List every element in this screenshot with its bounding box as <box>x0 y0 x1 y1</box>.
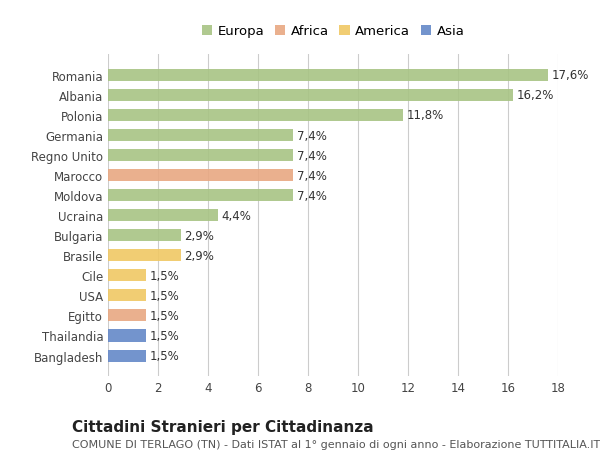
Text: 1,5%: 1,5% <box>149 349 179 362</box>
Text: 7,4%: 7,4% <box>297 169 326 182</box>
Text: 7,4%: 7,4% <box>297 149 326 162</box>
Bar <box>108 170 293 182</box>
Bar <box>108 250 181 262</box>
Bar <box>108 70 548 82</box>
Bar <box>108 190 293 202</box>
Bar <box>108 90 513 102</box>
Text: 7,4%: 7,4% <box>297 189 326 202</box>
Bar <box>108 270 146 282</box>
Bar <box>108 210 218 222</box>
Text: 1,5%: 1,5% <box>149 269 179 282</box>
Text: 11,8%: 11,8% <box>407 109 444 122</box>
Bar <box>108 350 146 362</box>
Legend: Europa, Africa, America, Asia: Europa, Africa, America, Asia <box>196 20 470 44</box>
Text: COMUNE DI TERLAGO (TN) - Dati ISTAT al 1° gennaio di ogni anno - Elaborazione TU: COMUNE DI TERLAGO (TN) - Dati ISTAT al 1… <box>72 439 600 449</box>
Bar <box>108 230 181 242</box>
Text: 2,9%: 2,9% <box>184 249 214 262</box>
Text: 1,5%: 1,5% <box>149 289 179 302</box>
Text: 1,5%: 1,5% <box>149 329 179 342</box>
Text: 4,4%: 4,4% <box>222 209 251 222</box>
Bar <box>108 330 146 342</box>
Text: 2,9%: 2,9% <box>184 229 214 242</box>
Bar <box>108 110 403 122</box>
Text: Cittadini Stranieri per Cittadinanza: Cittadini Stranieri per Cittadinanza <box>72 419 374 434</box>
Text: 7,4%: 7,4% <box>297 129 326 142</box>
Bar <box>108 310 146 322</box>
Text: 16,2%: 16,2% <box>517 89 554 102</box>
Bar <box>108 130 293 142</box>
Bar <box>108 150 293 162</box>
Text: 17,6%: 17,6% <box>552 69 589 82</box>
Text: 1,5%: 1,5% <box>149 309 179 322</box>
Bar <box>108 290 146 302</box>
